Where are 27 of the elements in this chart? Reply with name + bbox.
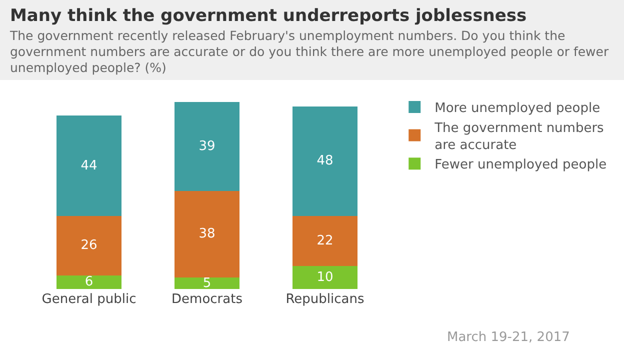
data-label: 44 (80, 158, 98, 174)
bar (292, 106, 358, 216)
text: March 19-21, 2017 (447, 330, 570, 345)
bar (292, 216, 358, 266)
legend-label: Fewer unemployed people (434, 158, 607, 173)
legend-label: The government numbers are accurate (434, 120, 604, 153)
data-label: 5 (202, 276, 212, 291)
bar (56, 116, 122, 216)
bar (174, 278, 240, 289)
data-label: 26 (80, 238, 98, 254)
bar (174, 190, 240, 278)
data-label: 48 (316, 154, 334, 169)
legend-label: More unemployed people (434, 101, 600, 116)
bar (292, 266, 358, 289)
data-label: 22 (316, 234, 334, 249)
chart-subtitle: The government recently released February's unemployment numbers. Do you think the government numbers are accurate or do you think there are more unemployed people or fewer unemployed people? (%) (10, 28, 610, 76)
data-label: 6 (84, 274, 94, 290)
data-label: 10 (316, 270, 334, 286)
x-tick-label: General public (42, 292, 136, 307)
x-tick-label: Republicans (286, 292, 364, 307)
bar (174, 102, 240, 191)
data-label: 38 (198, 226, 216, 242)
chart-title: Many think the government underreports joblessness (10, 6, 528, 26)
data-label: 39 (198, 138, 216, 154)
x-tick-label: Democrats (172, 292, 243, 307)
bar (56, 216, 122, 276)
bar (56, 275, 122, 289)
